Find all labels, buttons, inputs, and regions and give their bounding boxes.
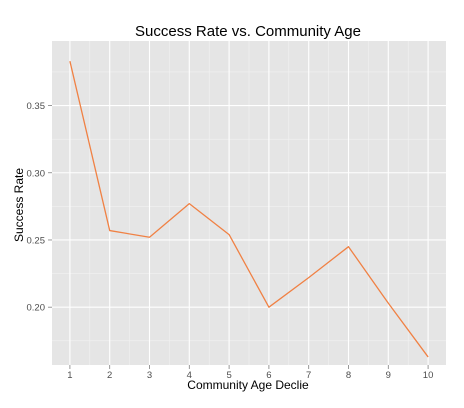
x-axis-ticks: 1 2 3 4 5 6 7 8 9 10 xyxy=(67,365,433,381)
x-tick-label: 8 xyxy=(346,370,351,381)
grid-lines xyxy=(52,41,446,365)
x-tick-label: 2 xyxy=(107,370,112,381)
y-tick-label: 0.35 xyxy=(27,101,46,112)
x-tick-label: 3 xyxy=(147,370,152,381)
x-tick-label: 4 xyxy=(187,370,192,381)
y-axis-ticks: 0.20 0.25 0.30 0.35 xyxy=(27,101,52,314)
x-axis-label: Community Age Declie xyxy=(187,378,309,392)
y-tick-label: 0.25 xyxy=(27,235,46,246)
x-tick-label: 1 xyxy=(67,370,72,381)
x-tick-label: 10 xyxy=(423,370,434,381)
y-axis-label: Success Rate xyxy=(12,168,26,242)
x-tick-label: 7 xyxy=(306,370,311,381)
chart-title: Success Rate vs. Community Age xyxy=(135,23,361,40)
series-line xyxy=(69,61,429,358)
y-tick-label: 0.30 xyxy=(27,168,46,179)
x-tick-label: 6 xyxy=(266,370,271,381)
y-tick-label: 0.20 xyxy=(27,303,46,314)
series-layer xyxy=(69,61,429,358)
x-tick-label: 9 xyxy=(386,370,391,381)
x-tick-label: 5 xyxy=(226,370,231,381)
